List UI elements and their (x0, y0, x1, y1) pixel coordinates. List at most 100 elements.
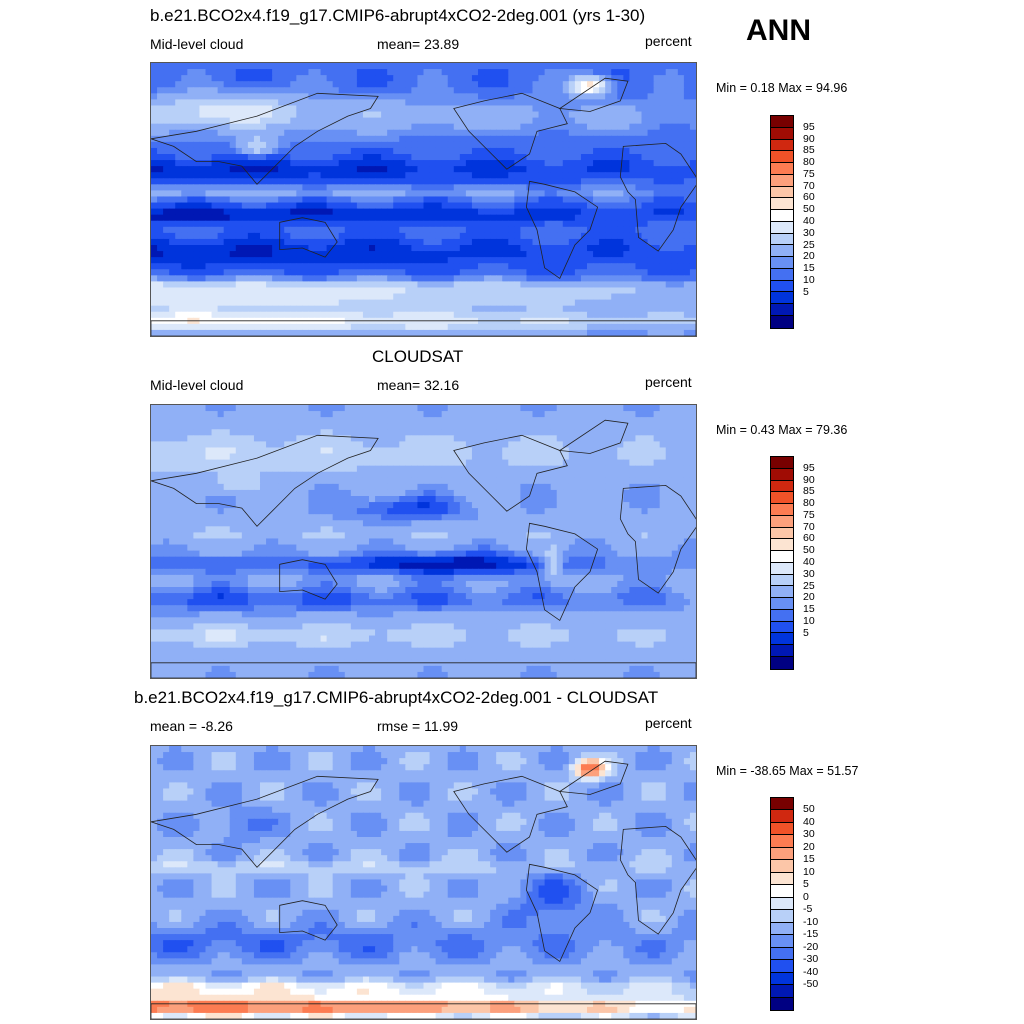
colorbar-tick-label: 20 (803, 250, 815, 263)
colorbar-tick-label: -50 (803, 978, 819, 991)
colorbar-swatch (771, 657, 793, 669)
colorbar-swatch (771, 810, 793, 823)
coastline (151, 92, 379, 185)
colorbar-swatch (771, 947, 793, 961)
colorbar-swatch (771, 922, 793, 936)
colorbar-swatch (771, 897, 793, 911)
coastline (279, 217, 338, 258)
panel-2-title: CLOUDSAT (372, 347, 464, 366)
colorbar-swatch (771, 292, 793, 305)
colorbar-swatch (771, 127, 793, 140)
colorbar-tick-label: 15 (803, 853, 815, 866)
colorbar-tick-label: 85 (803, 144, 815, 157)
colorbar-swatch (771, 268, 793, 281)
colorbar-tick-label: 20 (803, 591, 815, 604)
colorbar-tick-label: 80 (803, 156, 815, 169)
colorbar-tick-label: 25 (803, 238, 815, 251)
colorbar-tick-label: 80 (803, 497, 815, 510)
colorbar-tick-label: -15 (803, 928, 819, 941)
colorbar-swatch (771, 822, 793, 836)
colorbar-tick-label: -10 (803, 915, 819, 928)
colorbar-swatch (771, 586, 793, 599)
colorbar-tick-label: -30 (803, 953, 819, 966)
colorbar-tick-label: 10 (803, 614, 815, 627)
colorbar-swatch (771, 233, 793, 246)
coastline (525, 522, 599, 622)
colorbar-swatch (771, 210, 793, 222)
colorbar-tick-label: 40 (803, 215, 815, 227)
panel-1-minmax: Min = 0.18 Max = 94.96 (716, 81, 848, 95)
colorbar-swatch (771, 280, 793, 293)
coastline (525, 863, 599, 963)
colorbar-tick-label: 5 (803, 626, 809, 639)
colorbar-tick-label: 50 (803, 803, 815, 816)
panel-1-colorbar (770, 115, 794, 329)
panel-3-mean: mean = -8.26 (150, 718, 233, 734)
colorbar-tick-label: 85 (803, 485, 815, 498)
panel-1-map-canvas (151, 63, 696, 336)
colorbar-swatch (771, 316, 793, 328)
colorbar-swatch (771, 997, 793, 1010)
colorbar-tick-label: 30 (803, 226, 815, 239)
panel-1-variable-label: Mid-level cloud (150, 36, 244, 52)
colorbar-tick-label: 90 (803, 132, 815, 145)
colorbar-swatch (771, 960, 793, 973)
coastline (558, 419, 629, 454)
colorbar-swatch (771, 492, 793, 505)
coastline (453, 775, 568, 853)
colorbar-tick-label: 95 (803, 120, 815, 133)
panel-2-variable-label: Mid-level cloud (150, 377, 244, 393)
colorbar-tick-label: 60 (803, 532, 815, 545)
colorbar-swatch (771, 116, 793, 128)
colorbar-swatch (771, 551, 793, 563)
panel-1-map (150, 62, 697, 337)
panel-3-map-canvas (151, 746, 696, 1019)
panel-1-units: percent (645, 33, 692, 49)
colorbar-swatch (771, 574, 793, 587)
colorbar-swatch (771, 457, 793, 469)
panel-2-units: percent (645, 374, 692, 390)
panel-3-colorbar (770, 797, 794, 1011)
colorbar-tick-label: 15 (803, 262, 815, 275)
colorbar-swatch (771, 186, 793, 199)
colorbar-tick-label: 50 (803, 203, 815, 216)
colorbar-tick-label: 10 (803, 865, 815, 878)
colorbar-tick-label: 40 (803, 556, 815, 568)
colorbar-swatch (771, 910, 793, 923)
colorbar-swatch (771, 847, 793, 861)
coastline (151, 320, 696, 336)
colorbar-tick-label: 30 (803, 567, 815, 580)
colorbar-tick-label: 90 (803, 473, 815, 486)
colorbar-swatch (771, 304, 793, 317)
panel-3-rmse: rmse = 11.99 (377, 718, 459, 734)
colorbar-swatch (771, 972, 793, 986)
colorbar-swatch (771, 872, 793, 886)
colorbar-swatch (771, 835, 793, 848)
colorbar-swatch (771, 527, 793, 540)
colorbar-swatch (771, 562, 793, 575)
colorbar-tick-label: 20 (803, 840, 815, 853)
colorbar-swatch (771, 885, 793, 898)
colorbar-swatch (771, 645, 793, 658)
panel-3-units: percent (645, 715, 692, 731)
panel-2-map (150, 404, 697, 679)
coastline (151, 662, 696, 678)
panel-1-mean: mean= 23.89 (377, 36, 460, 52)
colorbar-swatch (771, 621, 793, 634)
colorbar-tick-label: 30 (803, 828, 815, 841)
colorbar-tick-label: 25 (803, 579, 815, 592)
coastline (453, 434, 568, 512)
colorbar-swatch (771, 468, 793, 481)
colorbar-tick-label: 40 (803, 815, 815, 828)
coastline (279, 900, 338, 941)
panel-3-map (150, 745, 697, 1020)
coastline (619, 484, 696, 594)
colorbar-tick-label: 10 (803, 273, 815, 286)
colorbar-tick-label: -5 (803, 903, 813, 916)
panel-2-colorbar (770, 456, 794, 670)
colorbar-tick-label: 70 (803, 520, 815, 533)
panel-1-title: b.e21.BCO2x4.f19_g17.CMIP6-abrupt4xCO2-2… (150, 6, 646, 25)
coastline (151, 1003, 696, 1019)
coastline (151, 775, 379, 868)
colorbar-swatch (771, 860, 793, 873)
